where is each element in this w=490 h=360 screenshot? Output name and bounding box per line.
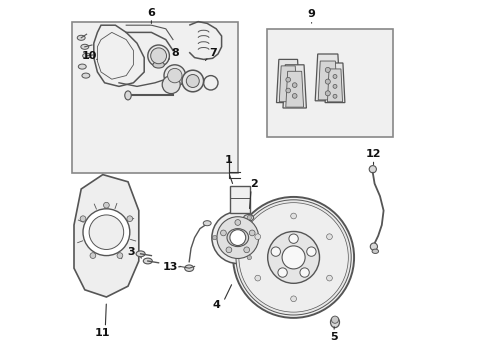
Circle shape [293, 94, 297, 98]
Polygon shape [74, 175, 139, 297]
Circle shape [236, 200, 351, 315]
Circle shape [300, 268, 309, 277]
Ellipse shape [81, 44, 89, 49]
Circle shape [103, 202, 109, 208]
Circle shape [244, 247, 249, 253]
Circle shape [212, 212, 264, 264]
Circle shape [186, 75, 199, 87]
Ellipse shape [153, 62, 164, 68]
Polygon shape [315, 54, 341, 101]
Circle shape [182, 70, 204, 92]
Polygon shape [325, 63, 345, 103]
Polygon shape [279, 66, 297, 102]
Text: 5: 5 [330, 332, 338, 342]
Ellipse shape [143, 258, 152, 264]
Ellipse shape [125, 91, 131, 100]
Circle shape [148, 45, 170, 67]
Circle shape [213, 235, 217, 240]
Text: 12: 12 [366, 149, 381, 159]
Circle shape [268, 231, 319, 283]
Circle shape [291, 296, 296, 302]
Ellipse shape [136, 251, 145, 257]
Circle shape [162, 76, 180, 94]
Circle shape [249, 230, 255, 236]
Ellipse shape [82, 73, 90, 78]
Circle shape [247, 216, 251, 220]
Circle shape [333, 84, 337, 88]
Polygon shape [283, 65, 306, 108]
Circle shape [331, 316, 339, 323]
Ellipse shape [330, 317, 340, 328]
Circle shape [247, 255, 251, 260]
Circle shape [80, 216, 86, 222]
Polygon shape [327, 69, 343, 102]
Circle shape [226, 247, 232, 253]
Circle shape [286, 77, 291, 82]
Ellipse shape [372, 249, 379, 253]
Ellipse shape [78, 64, 86, 69]
Bar [267, 29, 392, 137]
Circle shape [127, 216, 133, 222]
Circle shape [289, 234, 298, 243]
Text: 2: 2 [250, 179, 258, 189]
Text: 6: 6 [147, 8, 155, 18]
Circle shape [326, 275, 332, 281]
Ellipse shape [227, 229, 248, 247]
Circle shape [293, 83, 297, 87]
Circle shape [278, 268, 287, 277]
Circle shape [164, 65, 186, 86]
Ellipse shape [244, 215, 254, 221]
Circle shape [151, 48, 167, 64]
Circle shape [307, 247, 316, 256]
Circle shape [325, 67, 330, 72]
Circle shape [326, 234, 332, 240]
Circle shape [235, 220, 241, 225]
Text: 3: 3 [128, 247, 135, 257]
Circle shape [220, 230, 226, 236]
Circle shape [117, 253, 123, 258]
Circle shape [333, 75, 337, 78]
Circle shape [255, 275, 261, 281]
Circle shape [286, 88, 291, 93]
Circle shape [282, 246, 305, 269]
Circle shape [333, 94, 337, 98]
Circle shape [217, 217, 259, 258]
Polygon shape [276, 59, 300, 103]
Circle shape [255, 234, 261, 240]
Circle shape [230, 230, 245, 246]
Text: 11: 11 [95, 328, 111, 338]
Circle shape [168, 68, 182, 83]
Circle shape [233, 197, 354, 318]
Bar [72, 22, 238, 173]
Bar [230, 186, 250, 213]
Text: 10: 10 [82, 51, 97, 61]
Circle shape [239, 203, 348, 312]
Polygon shape [286, 71, 304, 107]
Circle shape [271, 247, 280, 256]
Ellipse shape [77, 35, 85, 40]
Text: 7: 7 [209, 48, 217, 58]
Circle shape [325, 91, 330, 96]
Text: 8: 8 [171, 48, 179, 58]
Ellipse shape [185, 265, 194, 271]
Circle shape [89, 215, 123, 249]
Circle shape [90, 253, 96, 258]
Polygon shape [318, 61, 338, 100]
Circle shape [325, 79, 330, 84]
Circle shape [369, 166, 376, 173]
Ellipse shape [203, 221, 211, 226]
Text: 4: 4 [212, 300, 220, 310]
Circle shape [83, 209, 130, 256]
Circle shape [291, 213, 296, 219]
Text: 9: 9 [308, 9, 316, 19]
Text: 1: 1 [225, 155, 233, 165]
Ellipse shape [83, 53, 91, 58]
Text: 13: 13 [162, 262, 178, 273]
Circle shape [370, 243, 377, 250]
